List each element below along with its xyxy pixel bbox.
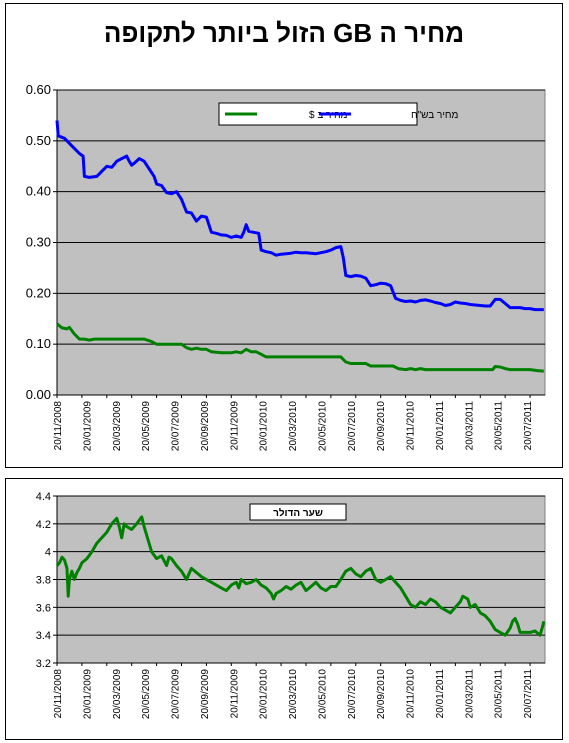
y-tick-label: 3.4 [36,630,51,642]
x-tick-label: 20/03/2010 [288,669,299,719]
chart-title: מחיר ה GB הזול ביותר לתקופה [103,18,465,48]
legend [218,102,418,126]
y-tick-label: 0.60 [26,82,51,97]
y-tick-label: 0.00 [26,387,51,402]
x-tick-label: 20/05/2009 [141,401,152,451]
y-tick-label: 0.30 [26,235,51,250]
series-line-0 [55,515,546,637]
x-tick-label: 20/05/2010 [317,401,328,451]
x-tick-label: 20/05/2011 [494,401,505,451]
x-tick-label: 20/01/2010 [259,669,270,719]
x-tick-label: 20/03/2010 [288,401,299,451]
y-tick-label: 3.6 [36,602,51,614]
x-tick-label: 20/03/2009 [112,669,123,719]
x-tick-label: 20/11/2010 [406,401,417,451]
exchange-rate-chart: 3.2 3.4 3.6 3.8 4 4.2 4.4 20/11/2008 20/01/2009 2… [36,491,546,719]
y-tick-label: 3.8 [36,575,51,587]
x-tick-label: 20/09/2009 [200,401,211,451]
y-tick-label: 0.50 [26,133,51,148]
x-tick-label: 20/07/2010 [347,669,358,719]
y-tick-label: 4.2 [36,519,51,531]
x-tick-label: 20/05/2010 [317,669,328,719]
x-tick-label: 20/09/2010 [376,669,387,719]
y-tick-label: 4 [45,547,51,559]
x-tick-label: 20/11/2009 [229,401,240,451]
y-tick-label: 0.20 [26,285,51,300]
x-tick-label: 20/11/2010 [406,669,417,719]
x-tick-label: 20/09/2010 [376,401,387,451]
x-tick-label: 20/09/2009 [200,669,211,719]
x-tick-label: 20/03/2011 [464,401,475,451]
x-tick-label: 20/03/2009 [112,401,123,451]
top-chart-panel: מחיר ה GB הזול ביותר לתקופה 0.00 0.10 0.20… [5,3,563,468]
series-line-1 [56,322,544,373]
x-tick-label: 20/11/2009 [229,669,240,719]
x-tick-label: 20/07/2011 [523,401,534,451]
x-tick-label: 20/01/2011 [435,401,446,451]
x-tick-label: 20/01/2010 [259,401,270,451]
x-tick-label: 20/07/2010 [347,401,358,451]
x-tick-label: 20/01/2009 [82,401,93,451]
x-tick-label: 20/01/2011 [435,669,446,719]
y-tick-label: 0.40 [26,184,51,199]
y-tick-label: 3.2 [36,658,51,670]
series-line-0 [55,120,544,312]
price-chart: 0.00 0.10 0.20 0.30 0.40 0.50 0.60 20/11/2008 20… [26,82,546,451]
x-tick-label: 20/03/2011 [464,669,475,719]
legend-label: מחיר בש"ח [411,110,459,121]
y-tick-label: 0.10 [26,336,51,351]
x-tick-label: 20/01/2009 [82,669,93,719]
y-tick-label: 4.4 [36,491,51,503]
x-tick-label: 20/11/2008 [53,669,64,719]
bottom-chart-panel: 3.2 3.4 3.6 3.8 4 4.2 4.4 20/11/2008 20/01/2009 2… [5,478,563,740]
x-tick-label: 20/05/2011 [494,669,505,719]
x-tick-label: 20/11/2008 [53,401,64,451]
x-tick-label: 20/05/2009 [141,669,152,719]
x-tick-label: 20/07/2011 [523,669,534,719]
x-tick-label: 20/07/2009 [171,669,182,719]
x-tick-label: 20/07/2009 [171,401,182,451]
legend [249,503,347,521]
legend-label: שער הדולר [273,507,323,519]
